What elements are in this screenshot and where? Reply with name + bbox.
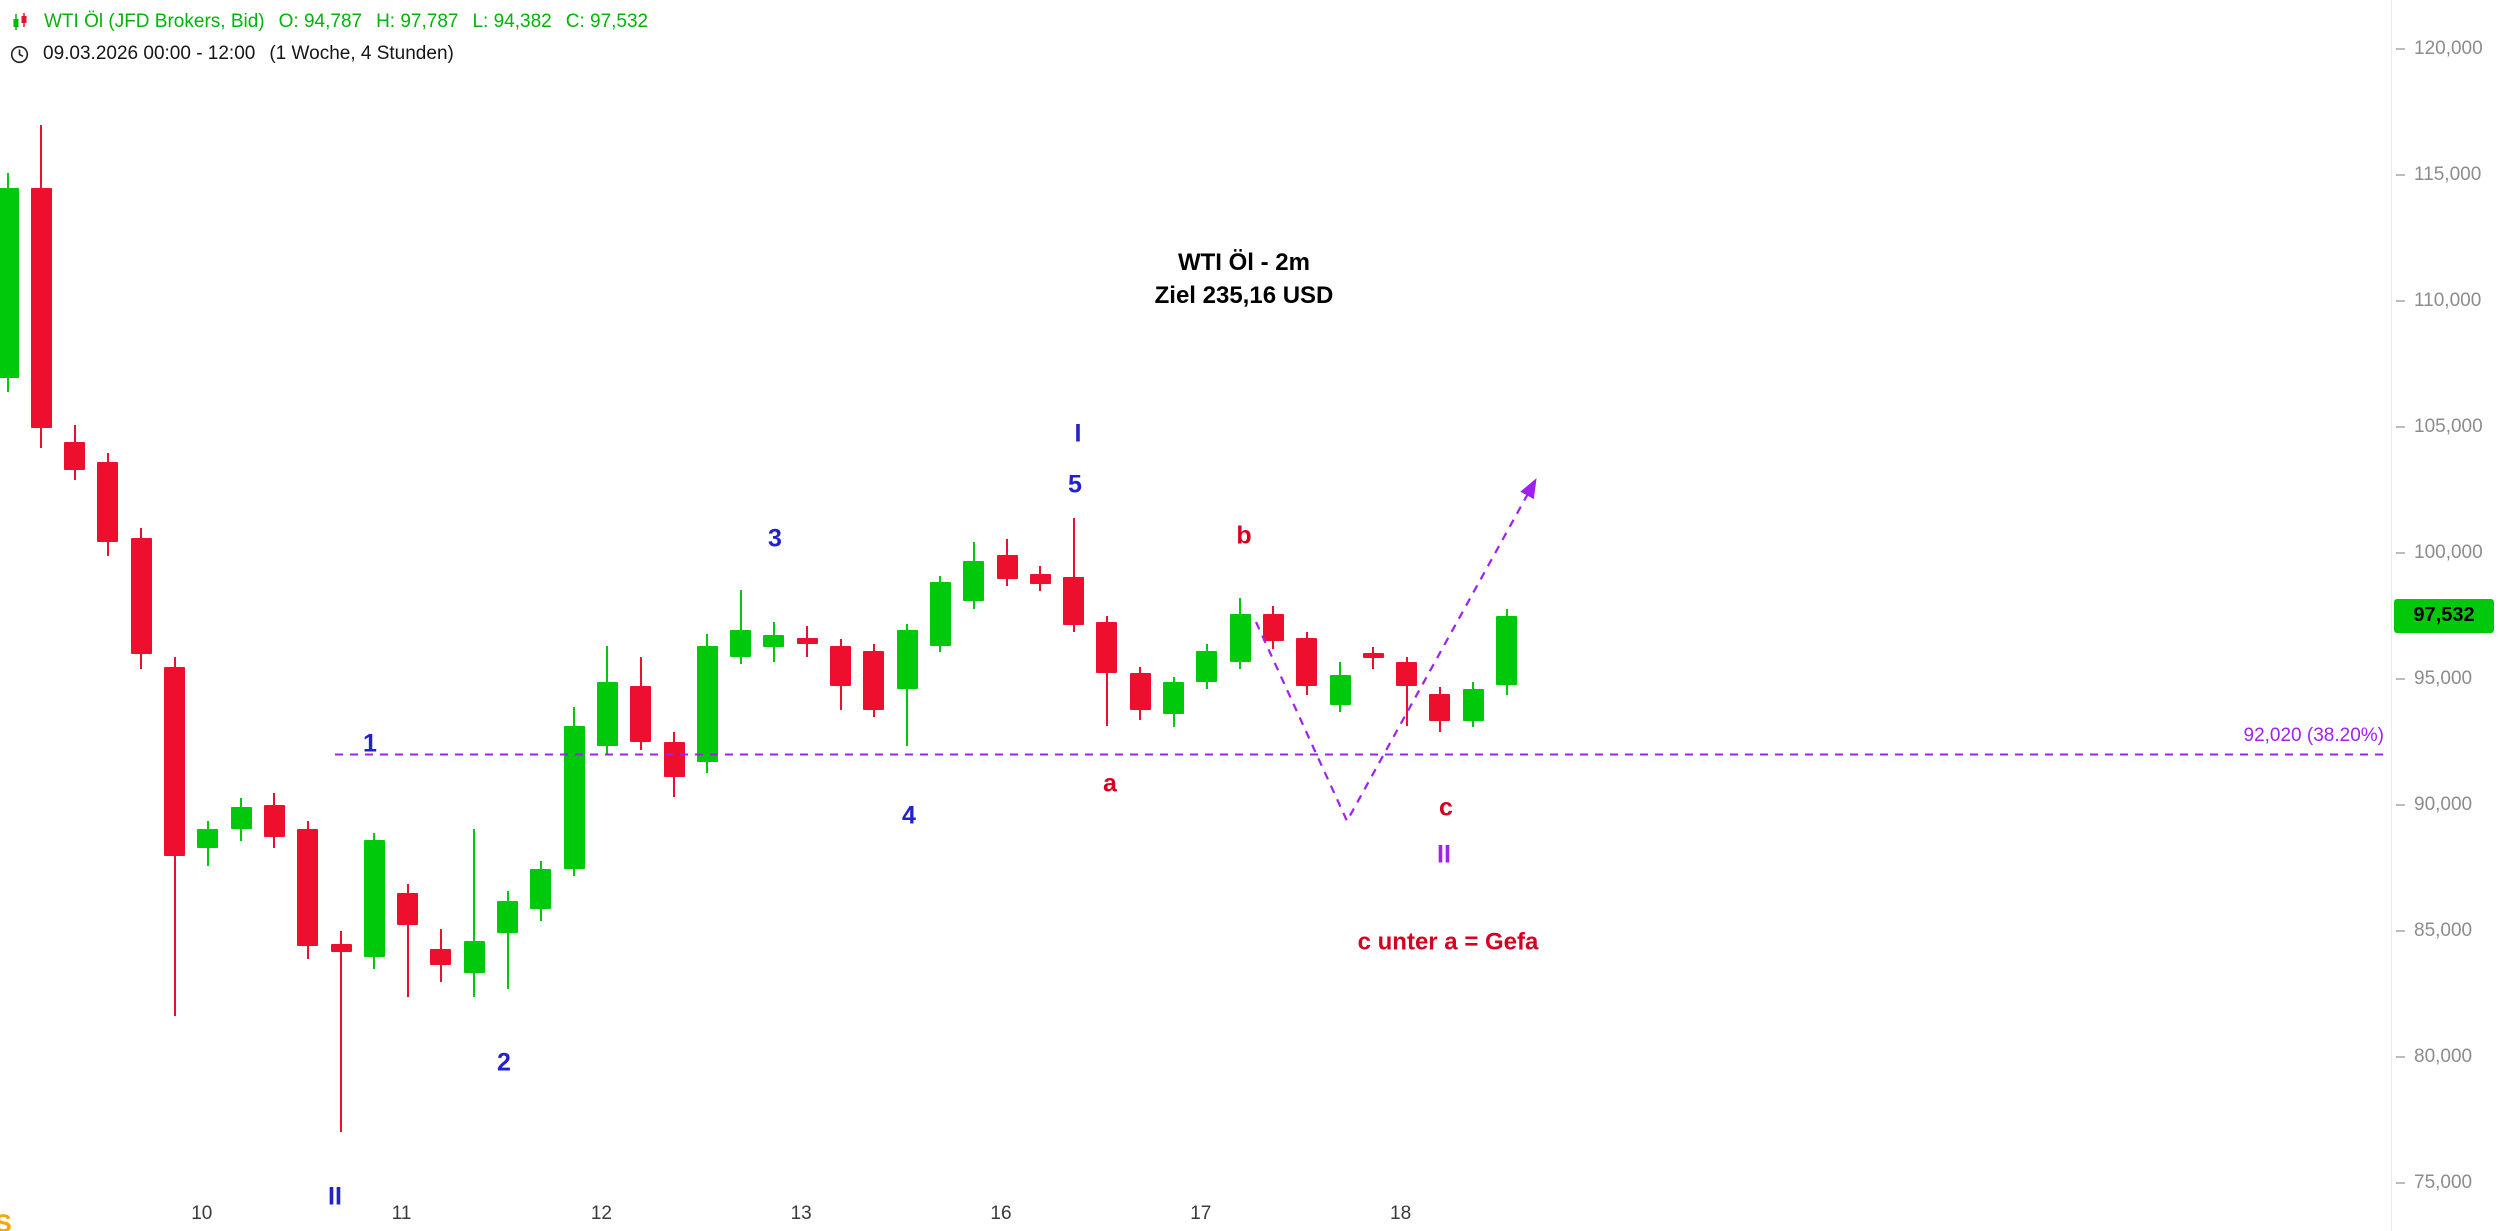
date-label: 12: [590, 1203, 612, 1224]
price-tick-label: 80,000: [2414, 1046, 2473, 1068]
date-label: 10: [191, 1203, 213, 1224]
price-tick-label: 85,000: [2414, 920, 2473, 942]
candle-body: [1496, 615, 1517, 685]
chart-surface[interactable]: [0, 0, 2392, 1231]
candle-body: [1396, 661, 1418, 686]
time-axis[interactable]: 10 11 12 13 16 17 18: [0, 1201, 2392, 1231]
candle-body: [963, 561, 985, 602]
price-tick-label: 95,000: [2414, 668, 2473, 690]
candle-body: [696, 645, 718, 763]
price-tick-label: 105,000: [2414, 416, 2483, 438]
date-range: 09.03.2026 00:00 - 12:00: [43, 43, 256, 64]
candle-body: [1229, 613, 1251, 662]
date-label: 17: [1190, 1203, 1212, 1224]
candle-body: [630, 685, 652, 742]
candle-wick: [1072, 518, 1075, 632]
candle-body: [530, 869, 552, 909]
candle-body: [363, 840, 385, 957]
candle-body: [497, 901, 518, 933]
close-value: C: 97,532: [565, 11, 649, 32]
price-tick-label: 100,000: [2414, 542, 2483, 564]
price-tick: [2396, 678, 2405, 681]
price-tick: [2396, 426, 2405, 429]
price-tick: [2396, 1182, 2405, 1185]
low-value: L: 94,382: [472, 11, 552, 32]
candle-body: [1362, 652, 1384, 658]
timeframe-label: (1 Woche, 4 Stunden): [269, 43, 454, 64]
candle-wick: [473, 829, 476, 997]
open-value: O: 94,787: [278, 11, 363, 32]
candle-body: [1196, 650, 1218, 683]
price-tick-label: 110,000: [2414, 290, 2482, 312]
candle-body: [1063, 577, 1085, 626]
price-tick: [2396, 930, 2405, 933]
candle-body: [164, 666, 185, 857]
candle-body: [463, 940, 485, 973]
candle-wick: [340, 931, 342, 1133]
fib-level-label: 92,020 (38.20%): [2243, 725, 2385, 747]
candle-body: [1163, 682, 1184, 715]
clock-icon: [10, 45, 29, 64]
candle-body: [1029, 574, 1051, 584]
price-tick-label: 120,000: [2414, 38, 2483, 60]
candle-body: [64, 441, 86, 471]
candle-body: [30, 188, 52, 428]
candle-body: [1329, 674, 1351, 705]
candle-body: [263, 805, 285, 838]
candle-body: [563, 725, 585, 870]
candle-body: [197, 829, 219, 849]
date-label: 18: [1390, 1203, 1412, 1224]
timeframe-header: 09.03.2026 00:00 - 12:00 (1 Woche, 4 Stu…: [10, 43, 468, 65]
candle-body: [830, 645, 851, 686]
candle-body: [1296, 637, 1318, 686]
candle-body: [596, 682, 618, 747]
candle-body: [796, 637, 818, 645]
candle-body: [863, 650, 885, 710]
candle-body: [97, 462, 119, 543]
price-tick-label: 75,000: [2414, 1172, 2473, 1194]
price-tick: [2396, 300, 2405, 303]
candle-body: [1262, 613, 1284, 642]
candle-body: [1096, 621, 1118, 673]
candle-body: [996, 554, 1018, 579]
high-value: H: 97,787: [376, 11, 459, 32]
candle-body: [1129, 672, 1151, 710]
candle-body: [0, 188, 19, 379]
price-tick: [2396, 1056, 2405, 1059]
current-price-value: 97,532: [2413, 604, 2475, 627]
candlestick-icon: [10, 12, 30, 32]
date-label: 16: [990, 1203, 1012, 1224]
candle-body: [397, 893, 419, 926]
candle-body: [297, 829, 319, 946]
price-tick: [2396, 48, 2405, 51]
candle-wick: [739, 589, 742, 665]
candle-wick: [506, 891, 509, 989]
candle-body: [130, 537, 152, 654]
date-label: 11: [391, 1203, 412, 1224]
candle-body: [929, 582, 951, 646]
candle-wick: [406, 883, 409, 997]
candle-body: [763, 634, 785, 648]
price-tick: [2396, 552, 2405, 555]
instrument-header: WTI Öl (JFD Brokers, Bid) O: 94,787 H: 9…: [10, 11, 662, 33]
candle-body: [663, 741, 685, 777]
candle-body: [896, 630, 918, 689]
candle-body: [730, 630, 752, 657]
candle-body: [330, 944, 352, 953]
price-tick-label: 90,000: [2414, 794, 2473, 816]
price-tick: [2396, 804, 2405, 807]
instrument-name: WTI Öl (JFD Brokers, Bid): [44, 11, 265, 32]
candle-body: [1462, 688, 1484, 721]
watermark-fragment: S: [0, 1210, 12, 1231]
candle-body: [430, 948, 452, 965]
candle-body: [1429, 693, 1451, 721]
price-tick-label: 115,000: [2414, 164, 2482, 186]
price-tick: [2396, 174, 2405, 177]
current-price-tag: 97,532: [2394, 598, 2494, 633]
candle-body: [230, 806, 252, 830]
date-label: 13: [790, 1203, 812, 1224]
